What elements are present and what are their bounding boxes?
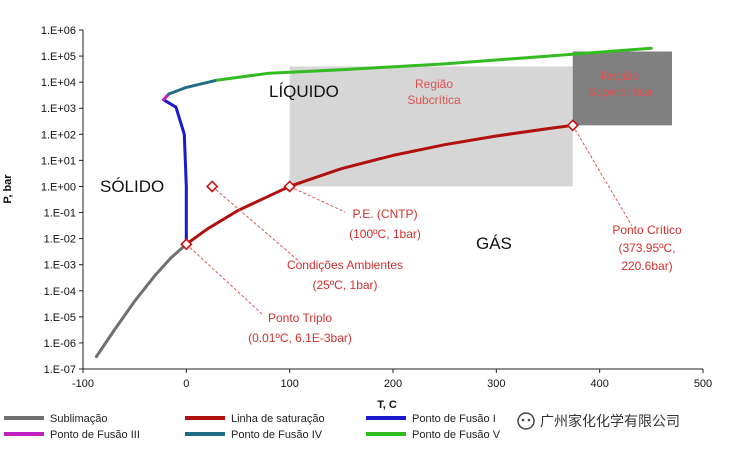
subcritical-label-line1: Região [415, 77, 453, 91]
annotation-leader-line [211, 186, 301, 263]
triple-point-label: Ponto Triplo [268, 311, 332, 325]
watermark-background [512, 408, 744, 434]
legend-swatch-fusion-iii [4, 432, 44, 436]
y-tick-label: 1.E+02 [41, 129, 76, 141]
series-line-ponto-de-fus-o-i [162, 98, 188, 246]
y-axis-label: P, bar [2, 174, 14, 204]
series-line-ponto-de-fus-o-iv [167, 78, 219, 96]
legend-swatch-saturation [185, 416, 225, 420]
y-tick-label: 1.E+01 [41, 155, 76, 167]
x-tick-label: 400 [590, 378, 608, 390]
y-tick-label: 1.E+05 [41, 51, 76, 63]
series-layer [94, 46, 653, 359]
ambient-values: (25ºC, 1bar) [312, 278, 377, 292]
annotation-leader-line [572, 125, 633, 227]
y-tick-label: 1.E-03 [44, 260, 76, 272]
legend-swatch-sublimation [4, 416, 44, 420]
triple-point-values: (0.01ºC, 6.1E-3bar) [248, 331, 352, 345]
legend-swatch-fusion-i [366, 416, 406, 420]
legend: Sublimação Linha de saturação Ponto de F… [4, 413, 501, 441]
marker-p-e-cntp- [283, 180, 296, 193]
supercritical-region [572, 51, 672, 126]
y-tick-label: 1.E-07 [44, 364, 76, 376]
series-line-sublima-o [94, 242, 188, 359]
x-tick-label: 0 [183, 378, 189, 390]
x-tick-label: -100 [72, 378, 94, 390]
annotation-leaders [186, 125, 633, 315]
regions-layer [289, 51, 672, 187]
legend-label-fusion-iii: Ponto de Fusão III [50, 429, 140, 441]
boiling-point-label: P.E. (CNTP) [352, 207, 417, 221]
y-tick-label: 1.E+00 [41, 181, 76, 193]
x-tick-label: 100 [280, 378, 298, 390]
annotation-leader-line [289, 186, 346, 213]
wechat-icon-dot-left [521, 418, 525, 422]
y-tick-label: 1.E-05 [44, 312, 76, 324]
y-tick-label: 1.E-01 [44, 208, 76, 220]
annotation-leader-line [186, 243, 263, 315]
legend-label-saturation: Linha de saturação [231, 413, 325, 425]
legend-label-fusion-iv: Ponto de Fusão IV [231, 429, 323, 441]
wechat-icon-dot-right [527, 418, 531, 422]
ambient-label: Condições Ambientes [287, 258, 403, 272]
marker-condi-es-ambientes [206, 180, 219, 193]
legend-swatch-fusion-iv [185, 432, 225, 436]
marker-ponto-triplo [180, 238, 193, 251]
supercritical-label-line2: Supercrítica [588, 85, 652, 99]
x-axis-label: T, C [377, 399, 397, 411]
markers-layer [180, 119, 579, 251]
marker-ponto-cr-tico [566, 119, 579, 132]
x-tick-label: 200 [384, 378, 402, 390]
y-tick-label: 1.E-02 [44, 234, 76, 246]
watermark: 广州家化化学有限公司 [512, 408, 744, 434]
series-line-ponto-de-fus-o-v [215, 46, 653, 82]
subcritical-region [289, 66, 573, 187]
x-tick-label: 300 [487, 378, 505, 390]
y-tick-label: 1.E+06 [41, 25, 76, 37]
y-tick-label: 1.E-06 [44, 338, 76, 350]
wechat-icon [517, 412, 535, 430]
y-tick-label: 1.E+04 [41, 77, 76, 89]
x-tick-label: 500 [694, 378, 712, 390]
axes-layer: 1.E-07 1.E-06 1.E-05 1.E-04 1.E-03 1.E-02 1.E-… [41, 25, 712, 390]
critical-point-values-1: (373.95ºC, [618, 241, 675, 255]
legend-swatch-fusion-v [366, 432, 406, 436]
series-line-linha-de-satura-o [184, 123, 575, 246]
subcritical-label-line2: Subcrítica [407, 93, 461, 107]
legend-label-fusion-v: Ponto de Fusão V [412, 429, 501, 441]
critical-point-label: Ponto Crítico [612, 223, 682, 237]
solid-label: SÓLIDO [100, 177, 164, 196]
y-tick-label: 1.E-04 [44, 286, 76, 298]
gas-label: GÁS [476, 234, 512, 253]
watermark-text: 广州家化化学有限公司 [540, 413, 680, 430]
liquid-label: LÍQUIDO [269, 82, 339, 101]
critical-point-values-2: 220.6bar) [621, 259, 672, 273]
boiling-point-values: (100ºC, 1bar) [349, 227, 421, 241]
y-tick-label: 1.E+03 [41, 103, 76, 115]
legend-label-fusion-i: Ponto de Fusão I [412, 413, 496, 425]
legend-label-sublimation: Sublimação [50, 413, 107, 425]
supercritical-label-line1: Região [601, 69, 639, 83]
